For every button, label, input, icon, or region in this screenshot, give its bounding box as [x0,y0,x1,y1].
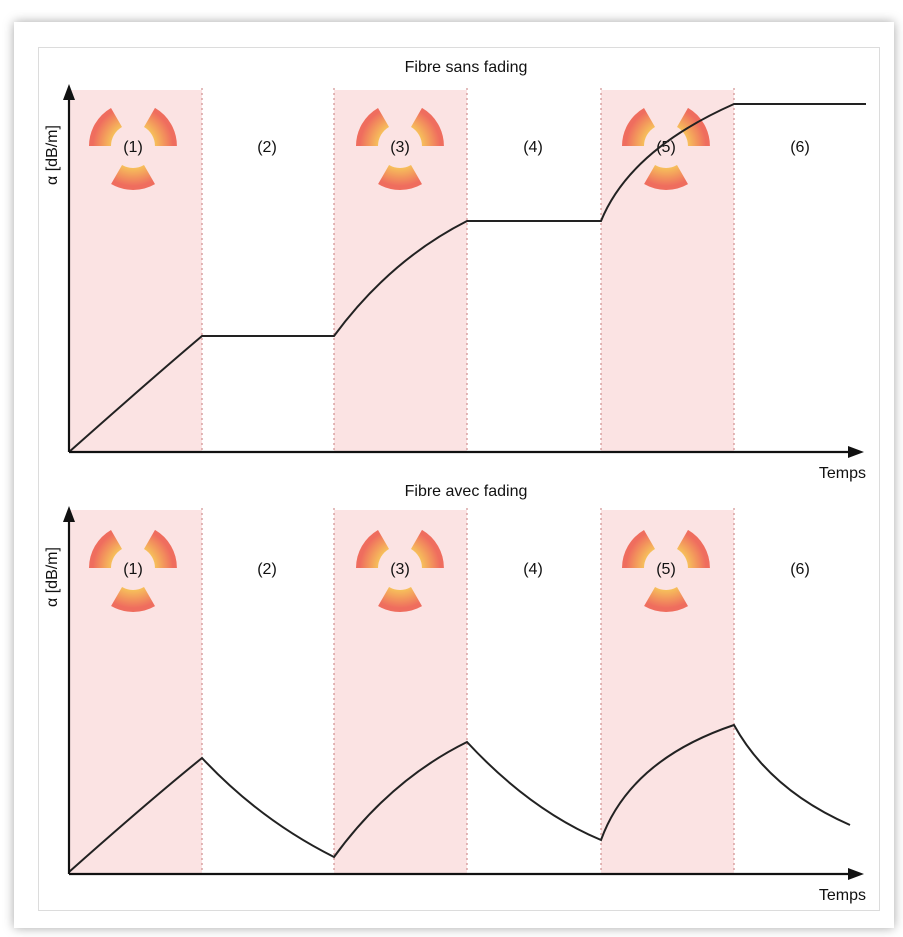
irradiation-band-5 [601,90,734,452]
x-axis-arrow-icon [848,868,864,880]
y-axis-label: α [dB/m] [44,125,61,185]
phase-label-6: (6) [790,139,810,156]
x-axis-label: Temps [819,465,866,482]
phase-label-3: (3) [390,139,410,156]
panel-bottom: (1) (2) (3) (4) (5) (6) Fibre avec fadin… [44,483,866,904]
x-axis-arrow-icon [848,446,864,458]
irradiation-band-5 [601,510,734,874]
irradiation-band-1 [69,90,202,452]
phase-label-4: (4) [523,139,543,156]
axes [67,96,852,454]
y-axis-arrow-icon [63,84,75,100]
radiation-trefoil-icon [622,529,710,612]
x-axis-label: Temps [819,887,866,904]
phase-label-4: (4) [523,561,543,578]
radiation-trefoil-icon [356,107,444,190]
phase-label-5: (5) [656,139,676,156]
phase-label-3: (3) [390,561,410,578]
phase-label-5: (5) [656,561,676,578]
irradiation-band-3 [334,90,467,452]
radiation-trefoil-icon [356,529,444,612]
y-axis-arrow-icon [63,506,75,522]
radiation-trefoil-icon [89,529,177,612]
attenuation-curve [68,723,851,873]
panel-title: Fibre avec fading [405,483,528,500]
figure-inner-border [38,47,880,911]
irradiation-band-3 [334,510,467,874]
attenuation-curve [68,103,866,453]
phase-dividers [201,88,735,452]
panel-top: (1) (2) (3) (4) (5) (6) Fibre sans fadin… [44,59,866,482]
panel-title: Fibre sans fading [405,59,528,76]
axes [67,518,852,876]
phase-label-2: (2) [257,139,277,156]
radiation-trefoil-icon [89,107,177,190]
y-axis-label: α [dB/m] [44,547,61,607]
radiation-trefoil-icon [622,107,710,190]
phase-label-6: (6) [790,561,810,578]
phase-label-1: (1) [123,561,143,578]
phase-label-2: (2) [257,561,277,578]
phase-dividers [201,508,735,874]
phase-label-1: (1) [123,139,143,156]
